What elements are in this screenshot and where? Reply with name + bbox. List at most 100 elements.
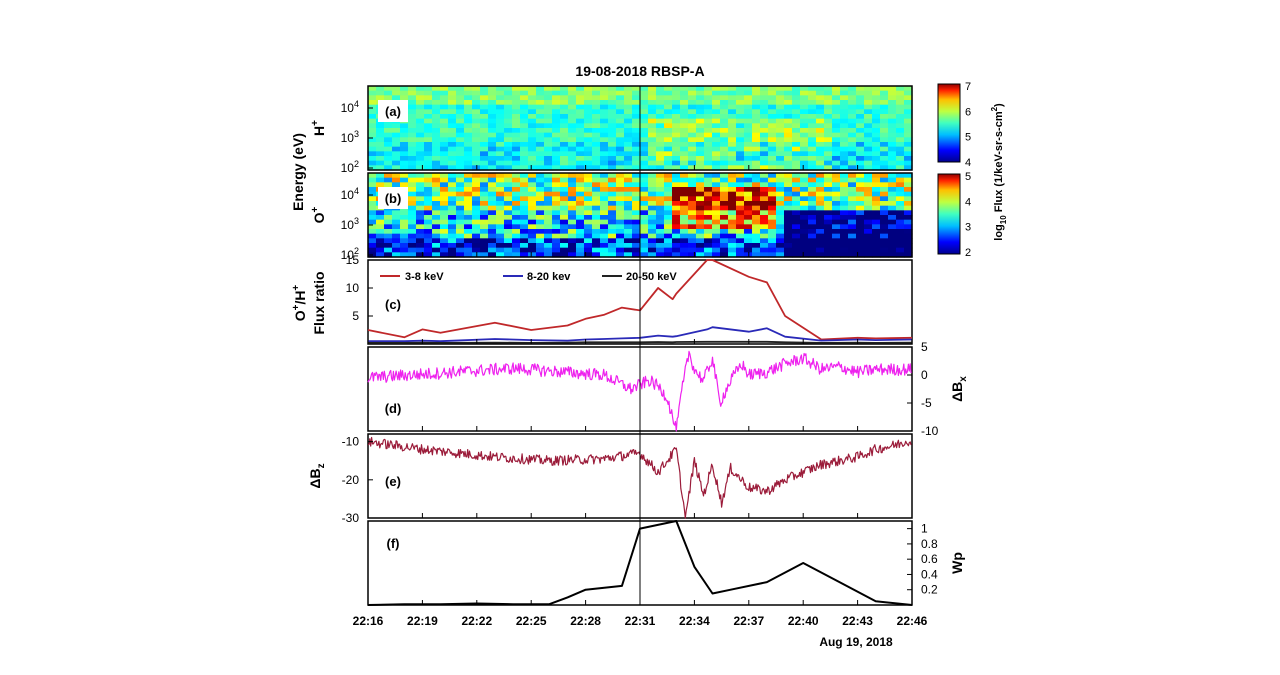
heatmap-cell xyxy=(648,196,657,202)
heatmap-cell xyxy=(880,205,889,211)
heatmap-cell xyxy=(864,229,873,235)
y-tick-label: -20 xyxy=(342,473,360,487)
heatmap-cell xyxy=(896,100,905,106)
heatmap-cell xyxy=(512,210,521,216)
heatmap-cell xyxy=(864,219,873,225)
panel-a-label: (a) xyxy=(385,104,401,119)
heatmap-cell xyxy=(816,146,825,152)
heatmap-cell xyxy=(760,142,769,148)
heatmap-cell xyxy=(512,177,521,183)
heatmap-cell xyxy=(760,160,769,166)
heatmap-cell xyxy=(832,165,841,171)
heatmap-cell xyxy=(752,238,761,244)
heatmap-cell xyxy=(656,224,665,230)
heatmap-cell xyxy=(816,210,825,216)
heatmap-cell xyxy=(816,151,825,157)
heatmap-cell xyxy=(480,109,489,115)
heatmap-cell xyxy=(416,100,425,106)
heatmap-cell xyxy=(832,215,841,221)
heatmap-cell xyxy=(400,165,409,171)
heatmap-cell xyxy=(704,118,713,124)
heatmap-cell xyxy=(592,243,601,249)
heatmap-cell xyxy=(744,219,753,225)
panel-d-y-ticks: 50-5-10 xyxy=(907,340,939,438)
heatmap-cell xyxy=(864,233,873,239)
heatmap-cell xyxy=(720,109,729,115)
heatmap-cell xyxy=(680,252,689,258)
heatmap-cell xyxy=(616,104,625,110)
heatmap-cell xyxy=(688,205,697,211)
heatmap-cell xyxy=(752,142,761,148)
heatmap-cell xyxy=(704,132,713,138)
heatmap-cell xyxy=(584,252,593,258)
heatmap-cell xyxy=(592,182,601,188)
heatmap-cell xyxy=(616,229,625,235)
heatmap-cell xyxy=(864,182,873,188)
heatmap-cell xyxy=(512,128,521,134)
heatmap-cell xyxy=(696,156,705,162)
heatmap-cell xyxy=(440,104,449,110)
heatmap-cell xyxy=(808,100,817,106)
heatmap-cell xyxy=(760,137,769,143)
heatmap-cell xyxy=(832,205,841,211)
heatmap-cell xyxy=(496,146,505,152)
heatmap-cell xyxy=(712,132,721,138)
heatmap-cell xyxy=(744,86,753,92)
heatmap-cell xyxy=(760,177,769,183)
heatmap-cell xyxy=(816,215,825,221)
heatmap-cell xyxy=(368,86,377,92)
heatmap-cell xyxy=(728,123,737,129)
heatmap-cell xyxy=(768,215,777,221)
heatmap-cell xyxy=(432,187,441,193)
heatmap-cell xyxy=(504,205,513,211)
heatmap-cell xyxy=(864,86,873,92)
heatmap-cell xyxy=(400,90,409,96)
heatmap-cell xyxy=(608,196,617,202)
heatmap-cell xyxy=(864,90,873,96)
heatmap-cell xyxy=(768,205,777,211)
series-line-3-8 xyxy=(367,259,913,341)
heatmap-cell xyxy=(536,247,545,253)
heatmap-cell xyxy=(568,233,577,239)
heatmap-cell xyxy=(464,128,473,134)
heatmap-cell xyxy=(744,123,753,129)
heatmap-cell xyxy=(504,219,513,225)
heatmap-cell xyxy=(448,137,457,143)
heatmap-cell xyxy=(880,86,889,92)
y-tick-label: 103 xyxy=(341,129,359,145)
heatmap-cell xyxy=(472,151,481,157)
heatmap-cell xyxy=(720,137,729,143)
heatmap-cell xyxy=(376,229,385,235)
heatmap-cell xyxy=(888,243,897,249)
heatmap-cell xyxy=(856,114,865,120)
heatmap-cell xyxy=(752,210,761,216)
heatmap-cell xyxy=(800,224,809,230)
heatmap-cell xyxy=(760,95,769,101)
heatmap-cell xyxy=(528,146,537,152)
heatmap-cell xyxy=(480,247,489,253)
heatmap-cell xyxy=(368,146,377,152)
heatmap-cell xyxy=(480,95,489,101)
heatmap-cell xyxy=(456,210,465,216)
heatmap-cell xyxy=(864,104,873,110)
heatmap-cell xyxy=(376,151,385,157)
heatmap-cell xyxy=(824,123,833,129)
heatmap-cell xyxy=(624,219,633,225)
heatmap-cell xyxy=(696,177,705,183)
heatmap-cell xyxy=(680,104,689,110)
heatmap-cell xyxy=(592,95,601,101)
heatmap-cell xyxy=(712,165,721,171)
heatmap-cell xyxy=(512,182,521,188)
heatmap-cell xyxy=(616,187,625,193)
heatmap-cell xyxy=(696,201,705,207)
heatmap-cell xyxy=(800,191,809,197)
heatmap-cell xyxy=(408,229,417,235)
heatmap-cell xyxy=(376,224,385,230)
heatmap-cell xyxy=(760,243,769,249)
heatmap-cell xyxy=(800,151,809,157)
heatmap-cell xyxy=(440,210,449,216)
heatmap-cell xyxy=(536,215,545,221)
heatmap-cell xyxy=(504,90,513,96)
heatmap-cell xyxy=(472,243,481,249)
heatmap-cell xyxy=(792,95,801,101)
